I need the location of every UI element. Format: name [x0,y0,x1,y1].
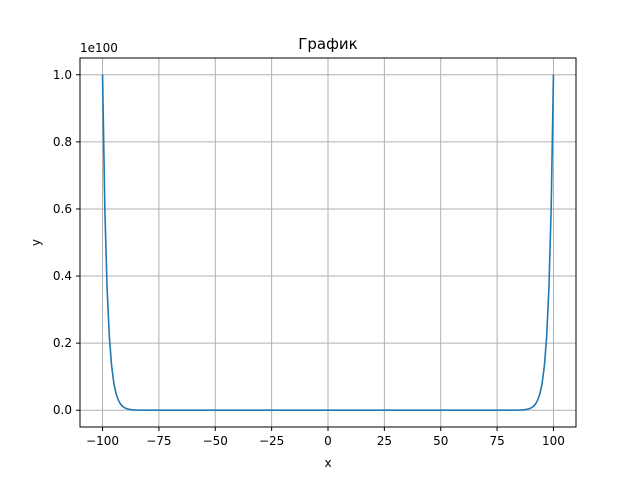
y-tick-label: 0.8 [53,135,72,149]
x-tick-label: −50 [203,434,228,448]
x-tick-label: 100 [542,434,565,448]
x-tick-label: −100 [86,434,119,448]
chart-title: График [298,35,358,53]
y-tick-label: 1.0 [53,68,72,82]
y-axis-offset-label: 1e100 [80,41,118,55]
x-tick-label: 75 [489,434,504,448]
y-tick-label: 0.4 [53,269,72,283]
y-tick-label: 0.6 [53,202,72,216]
tick-layer: −100 −75 −50 −25 0 25 50 75 100 0.0 0.2 0.4 0.6 0.8 1.… [53,68,565,448]
x-tick-label: 0 [324,434,332,448]
x-tick-label: −25 [259,434,284,448]
x-tick-label: 50 [433,434,448,448]
y-tick-label: 0.2 [53,336,72,350]
y-axis-label: y [29,239,43,246]
x-axis-label: x [324,456,331,470]
y-tick-label: 0.0 [53,403,72,417]
x-tick-label: 25 [377,434,392,448]
series-line [101,74,555,412]
series-layer [101,74,555,412]
x-tick-label: −75 [146,434,171,448]
grid-layer [80,58,576,427]
